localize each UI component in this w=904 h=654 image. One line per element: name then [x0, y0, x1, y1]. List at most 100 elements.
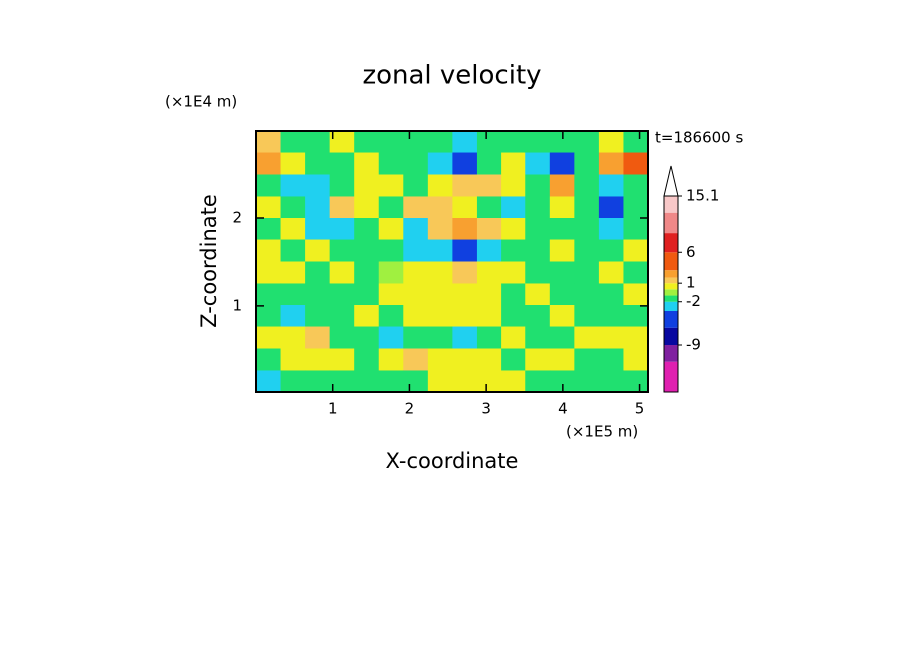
contour-cell: [623, 305, 649, 328]
contour-cell: [549, 218, 575, 241]
contour-cell: [525, 370, 551, 393]
contour-cell: [305, 196, 331, 219]
contour-cell: [280, 239, 306, 263]
contour-cell: [427, 239, 453, 263]
contour-cell: [378, 305, 404, 328]
contour-cell: [427, 131, 453, 154]
contour-cell: [256, 283, 282, 306]
colorbar-tick-label: 1: [686, 274, 696, 292]
contour-cell: [525, 261, 551, 285]
x-axis-label: X-coordinate: [386, 449, 519, 473]
contour-cell: [452, 305, 478, 328]
contour-cell: [501, 261, 526, 285]
contour-cell: [403, 348, 429, 372]
contour-cell: [354, 370, 380, 393]
contour-cell: [623, 370, 649, 393]
contour-cell: [598, 239, 625, 263]
plot-frame: [255, 130, 649, 393]
contour-cell: [549, 196, 575, 219]
contour-cell: [354, 152, 380, 176]
x-tick-label: 1: [328, 400, 338, 418]
y-axis-label: Z-coordinate: [197, 194, 221, 328]
contour-cell: [452, 174, 478, 198]
contour-cell: [452, 326, 478, 350]
contour-cell: [354, 283, 380, 306]
contour-cell: [525, 283, 551, 306]
colorbar-extension: [663, 165, 679, 197]
contour-cell: [305, 261, 331, 285]
contour-cell: [329, 131, 355, 154]
contour-cell: [354, 326, 380, 350]
contour-cell: [305, 283, 331, 306]
contour-cell: [427, 326, 453, 350]
contour-cell: [525, 196, 551, 219]
contour-cell: [598, 261, 625, 285]
contour-cell: [525, 174, 551, 198]
contour-cell: [476, 196, 502, 219]
contour-cell: [403, 283, 429, 306]
contour-cell: [305, 326, 331, 350]
contour-cell: [598, 305, 625, 328]
contour-cell: [329, 152, 355, 176]
contour-cell: [501, 348, 526, 372]
contour-cell: [354, 239, 380, 263]
colorbar-segment: [664, 270, 678, 278]
contour-cell: [452, 348, 478, 372]
contour-cell: [378, 218, 404, 241]
contour-cell: [598, 348, 625, 372]
contour-cell: [378, 196, 404, 219]
contour-cell: [452, 131, 478, 154]
contour-cell: [329, 370, 355, 393]
contour-cell: [354, 348, 380, 372]
contour-cell: [476, 261, 502, 285]
contour-cell: [501, 370, 526, 393]
contour-cell: [525, 348, 551, 372]
contour-cell: [476, 370, 502, 393]
contour-cell: [305, 131, 331, 154]
contour-cell: [403, 370, 429, 393]
contour-cell: [305, 218, 331, 241]
contour-cell: [378, 326, 404, 350]
contour-cell: [623, 348, 649, 372]
contour-cell: [574, 131, 600, 154]
contour-cell: [598, 218, 625, 241]
contour-cell: [280, 283, 306, 306]
contour-cell: [623, 218, 649, 241]
contour-cell: [598, 174, 625, 198]
x-tick-label: 5: [635, 400, 645, 418]
contour-cell: [501, 196, 526, 219]
contour-cell: [329, 218, 355, 241]
contour-cell: [623, 131, 649, 154]
contour-cell: [452, 152, 478, 176]
contour-cell: [525, 239, 551, 263]
contour-cell: [574, 326, 600, 350]
colorbar-frame: [663, 195, 679, 393]
contour-cell: [452, 370, 478, 393]
contour-cell: [574, 239, 600, 263]
contour-cell: [574, 218, 600, 241]
contour-cell: [305, 174, 331, 198]
contour-cell: [549, 326, 575, 350]
contour-cell: [280, 196, 306, 219]
contour-cell: [280, 370, 306, 393]
colorbar-tick-label: -9: [686, 336, 701, 354]
contour-cell: [525, 218, 551, 241]
contour-cell: [403, 174, 429, 198]
contour-cell: [305, 305, 331, 328]
contour-cell: [256, 261, 282, 285]
colorbar-segment: [664, 277, 678, 284]
colorbar-tick-label: -2: [686, 292, 701, 310]
contour-cell: [427, 348, 453, 372]
contour-cell: [452, 283, 478, 306]
contour-cell: [378, 152, 404, 176]
contour-cell: [256, 218, 282, 241]
contour-cell: [476, 326, 502, 350]
contour-cell: [354, 261, 380, 285]
contour-cell: [403, 152, 429, 176]
y-tick-label: 1: [232, 296, 242, 314]
contour-cell: [280, 305, 306, 328]
contour-cell: [623, 261, 649, 285]
contour-cell: [280, 174, 306, 198]
colorbar-segment: [664, 361, 678, 392]
contour-cell: [256, 152, 282, 176]
